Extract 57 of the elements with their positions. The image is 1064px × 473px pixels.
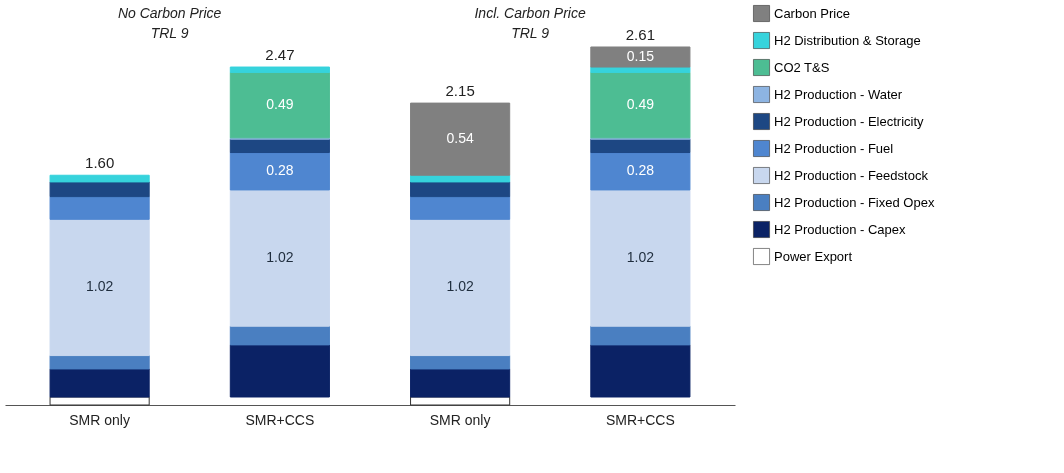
data-label: 1.02 [266,249,294,266]
bar [590,152,691,191]
x-tick-label: SMR only [69,411,130,428]
bar [410,174,511,183]
bar [49,196,150,220]
data-label: 0.15 [626,48,655,65]
text: Incl. Carbon Price TRL 9 [474,5,586,41]
legend-label: H2 Production - Feedstock [774,167,929,183]
data-label: 1.02 [86,278,114,295]
data-label: 0.49 [626,96,655,113]
x-tick-label: SMR+CCS [245,411,315,428]
legend-label: CO2 T&S [774,59,830,75]
bar [49,181,150,198]
bar [590,46,691,68]
data-label: 0.28 [626,162,655,179]
legend-label: H2 Distribution & Storage [774,32,921,48]
legend-label: H2 Production - Capex [774,221,907,237]
bar [590,71,691,139]
bar [410,355,511,370]
total-label: 2.15 [445,82,475,100]
total-label: 2.47 [265,46,295,64]
legend-label: Carbon Price [774,5,850,21]
bar [49,368,150,398]
text: No Carbon Price TRL 9 [117,5,222,41]
x-tick-label: SMR only [429,411,491,428]
total-label: 1.60 [85,154,115,172]
bar [49,355,150,370]
bar [49,218,150,357]
bar [229,325,330,346]
bar [49,174,150,183]
legend-label: H2 Production - Fixed Opex [774,194,935,210]
legend-label: Power Export [774,248,853,264]
bar [229,71,330,139]
bar [410,368,511,398]
bar [49,396,150,406]
legend-label: H2 Production - Water [774,86,903,102]
x-tick-label: SMR+CCS [605,411,675,428]
bar [590,138,691,154]
bar [229,189,330,327]
bar [590,344,691,398]
bar [590,189,691,327]
legend-label: H2 Production - Fuel [774,140,894,156]
bar [229,344,330,398]
data-label: 0.28 [266,162,294,179]
bar [590,325,691,346]
legend-label: H2 Production - Electricity [774,113,925,129]
bar [229,152,330,191]
data-label: 0.49 [266,96,294,113]
bar [410,218,511,357]
total-label: 2.61 [625,26,655,43]
bar [410,102,511,176]
bar [410,196,511,220]
data-label: 1.02 [626,249,655,266]
data-label: 1.02 [446,278,474,295]
data-label: 0.54 [446,130,474,147]
bar [229,66,330,73]
bar [229,138,330,154]
